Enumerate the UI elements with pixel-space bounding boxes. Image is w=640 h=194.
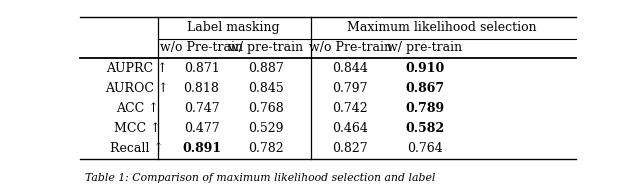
Text: 0.797: 0.797 [333, 82, 368, 95]
Text: 0.742: 0.742 [333, 102, 368, 115]
Text: Maximum likelihood selection: Maximum likelihood selection [348, 21, 537, 34]
Text: Table 1: Comparison of maximum likelihood selection and label: Table 1: Comparison of maximum likelihoo… [85, 173, 435, 183]
Text: 0.477: 0.477 [184, 122, 220, 135]
Text: MCC ↑: MCC ↑ [114, 122, 161, 135]
Text: 0.464: 0.464 [332, 122, 368, 135]
Text: 0.910: 0.910 [405, 61, 444, 75]
Text: 0.845: 0.845 [248, 82, 284, 95]
Text: 0.582: 0.582 [405, 122, 444, 135]
Text: 0.529: 0.529 [248, 122, 284, 135]
Text: Recall ↑: Recall ↑ [110, 142, 164, 155]
Text: 0.818: 0.818 [184, 82, 220, 95]
Text: AUPRC ↑: AUPRC ↑ [106, 61, 168, 75]
Text: 0.827: 0.827 [333, 142, 368, 155]
Text: 0.844: 0.844 [332, 61, 368, 75]
Text: 0.891: 0.891 [182, 142, 221, 155]
Text: 0.768: 0.768 [248, 102, 284, 115]
Text: 0.871: 0.871 [184, 61, 220, 75]
Text: w/ pre-train: w/ pre-train [228, 42, 303, 55]
Text: Label masking: Label masking [188, 21, 280, 34]
Text: w/o Pre-train: w/o Pre-train [309, 42, 392, 55]
Text: 0.887: 0.887 [248, 61, 284, 75]
Text: 0.867: 0.867 [405, 82, 444, 95]
Text: w/o Pre-train: w/o Pre-train [160, 42, 243, 55]
Text: 0.764: 0.764 [407, 142, 443, 155]
Text: 0.789: 0.789 [405, 102, 444, 115]
Text: 0.782: 0.782 [248, 142, 284, 155]
Text: AUROC ↑: AUROC ↑ [106, 82, 169, 95]
Text: w/ pre-train: w/ pre-train [387, 42, 462, 55]
Text: ACC ↑: ACC ↑ [116, 102, 159, 115]
Text: 0.747: 0.747 [184, 102, 220, 115]
